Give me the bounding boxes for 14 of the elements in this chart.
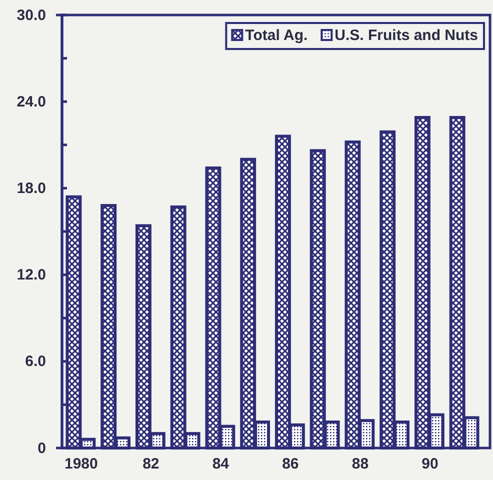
x-tick-label: 88 (352, 456, 369, 473)
legend-label: Total Ag. (245, 27, 308, 44)
x-tick-label: 82 (142, 456, 160, 473)
y-tick-label: 30.0 (16, 6, 46, 24)
x-tick-label: 90 (422, 456, 438, 473)
y-tick-label: 24.0 (16, 93, 46, 110)
x-tick-label: 86 (282, 456, 299, 473)
x-tick-label: 84 (212, 456, 230, 473)
y-tick-label: 0 (38, 440, 46, 457)
y-tick-label: 12.0 (16, 266, 46, 284)
x-tick-label: 1980 (64, 456, 98, 473)
legend-label: U.S. Fruits and Nuts (334, 27, 478, 44)
y-tick-label: 6.0 (25, 353, 46, 370)
y-tick-label: 18.0 (16, 180, 46, 197)
